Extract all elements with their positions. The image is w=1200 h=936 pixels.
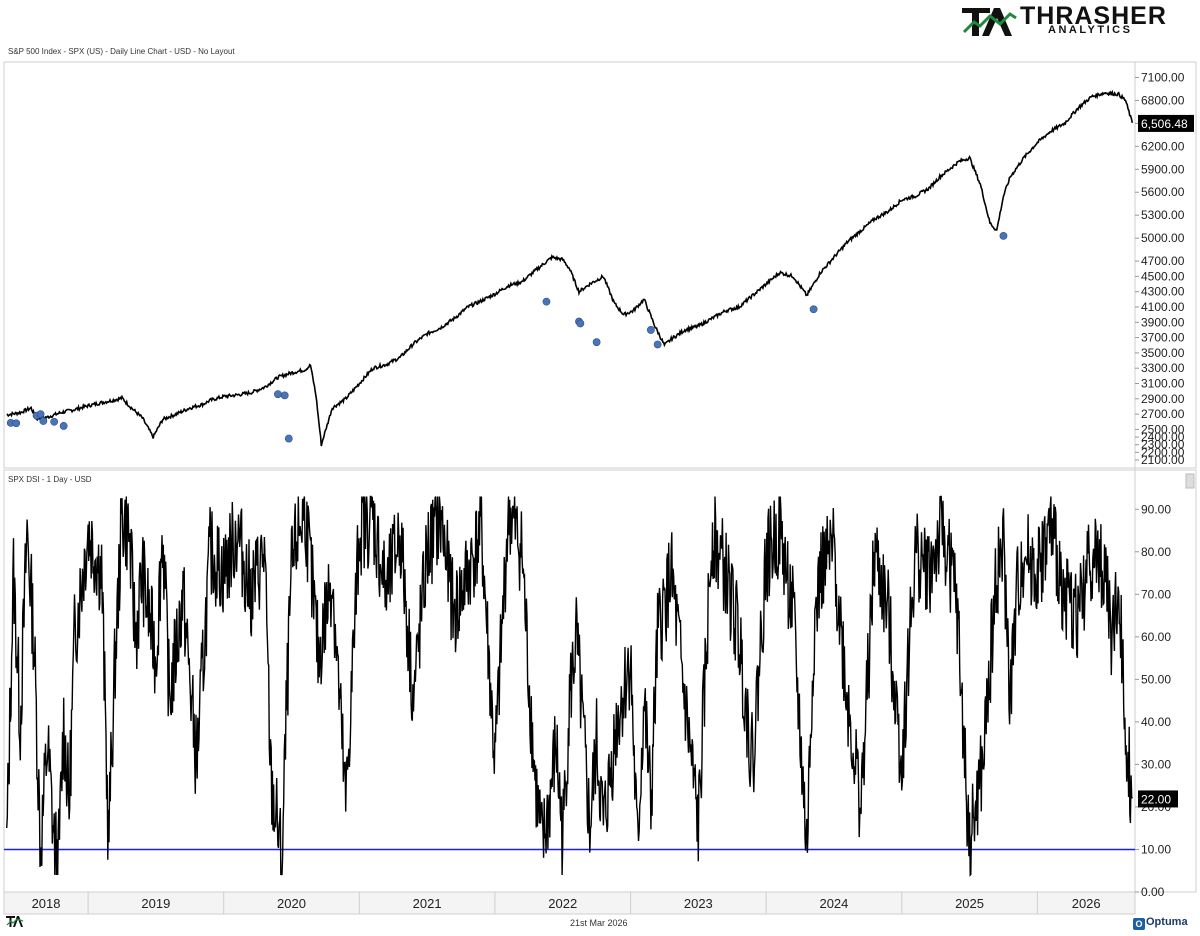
price-marker bbox=[284, 434, 293, 443]
ta-small-icon bbox=[6, 916, 24, 927]
dsi-tick-label: 80.00 bbox=[1141, 545, 1171, 559]
last-price-badge: 6,506.48 bbox=[1138, 114, 1194, 132]
price-marker bbox=[36, 410, 45, 418]
dsi-tick-label: 70.00 bbox=[1141, 587, 1171, 601]
brand-sub: ANALYTICS bbox=[1048, 24, 1133, 36]
price-tick-label: 5000.00 bbox=[1141, 231, 1185, 245]
dsi-tick-label: 0.00 bbox=[1141, 885, 1165, 899]
price-marker bbox=[576, 319, 585, 328]
optuma-brand: O Optuma bbox=[1133, 916, 1188, 930]
optuma-label: Optuma bbox=[1146, 916, 1188, 928]
dsi-series-line bbox=[6, 495, 1133, 877]
year-label: 2020 bbox=[277, 896, 306, 911]
year-label: 2026 bbox=[1072, 896, 1101, 911]
price-tick-label: 4500.00 bbox=[1141, 269, 1185, 283]
price-tick-label: 4100.00 bbox=[1141, 300, 1185, 314]
year-label: 2018 bbox=[32, 896, 61, 911]
last-dsi-badge: 22.00 bbox=[1138, 790, 1178, 808]
price-marker bbox=[59, 422, 68, 430]
price-marker bbox=[12, 419, 21, 428]
footer-date: 21st Mar 2026 bbox=[570, 918, 628, 928]
last-price-value: 6,506.48 bbox=[1141, 117, 1188, 131]
price-tick-label: 7100.00 bbox=[1141, 70, 1185, 84]
price-tick-label: 3900.00 bbox=[1141, 315, 1185, 329]
price-marker bbox=[646, 326, 655, 334]
brand-name: THRASHER bbox=[1020, 2, 1167, 30]
year-label: 2021 bbox=[413, 896, 442, 911]
year-label: 2022 bbox=[548, 896, 577, 911]
price-y-axis: 7100.006800.006500.006200.005900.005600.… bbox=[1135, 70, 1185, 467]
price-marker bbox=[592, 338, 601, 347]
x-axis-band bbox=[3, 891, 1136, 915]
price-marker bbox=[999, 231, 1008, 240]
dsi-tick-label: 40.00 bbox=[1141, 715, 1171, 729]
price-tick-label: 5300.00 bbox=[1141, 208, 1185, 222]
year-label: 2023 bbox=[684, 896, 713, 911]
price-series-line bbox=[6, 89, 1134, 447]
price-tick-label: 5600.00 bbox=[1141, 185, 1185, 199]
price-marker bbox=[39, 417, 48, 425]
price-tick-label: 2300.00 bbox=[1141, 438, 1185, 452]
price-marker bbox=[809, 305, 818, 314]
dsi-tick-label: 30.00 bbox=[1141, 757, 1171, 771]
price-tick-label: 2400.00 bbox=[1141, 430, 1185, 444]
price-tick-label: 2200.00 bbox=[1141, 445, 1185, 459]
dsi-panel-frame bbox=[3, 469, 1197, 893]
thrasher-logo: THRASHER ANALYTICS bbox=[960, 2, 1166, 40]
price-marker bbox=[653, 340, 662, 349]
price-panel-caption: S&P 500 Index - SPX (US) - Daily Line Ch… bbox=[8, 47, 235, 56]
price-marker bbox=[50, 417, 59, 426]
price-tick-label: 2900.00 bbox=[1141, 392, 1185, 406]
year-label: 2024 bbox=[819, 896, 848, 911]
price-tick-label: 2500.00 bbox=[1141, 422, 1185, 436]
price-tick-label: 2700.00 bbox=[1141, 407, 1185, 421]
price-panel-frame bbox=[3, 61, 1197, 469]
dsi-tick-label: 90.00 bbox=[1141, 502, 1171, 516]
price-tick-label: 2100.00 bbox=[1141, 453, 1185, 467]
year-label: 2025 bbox=[955, 896, 984, 911]
price-tick-label: 5900.00 bbox=[1141, 162, 1185, 176]
dsi-tick-label: 50.00 bbox=[1141, 672, 1171, 686]
ta-logo-icon bbox=[962, 8, 1017, 36]
optuma-icon: O bbox=[1133, 918, 1145, 930]
price-tick-label: 4700.00 bbox=[1141, 254, 1185, 268]
price-tick-label: 3500.00 bbox=[1141, 346, 1185, 360]
price-tick-label: 6200.00 bbox=[1141, 139, 1185, 153]
dsi-tick-label: 60.00 bbox=[1141, 630, 1171, 644]
price-marker bbox=[542, 297, 551, 306]
price-tick-label: 3300.00 bbox=[1141, 361, 1185, 375]
price-tick-label: 4300.00 bbox=[1141, 285, 1185, 299]
price-marker bbox=[274, 390, 282, 399]
price-markers bbox=[6, 231, 1008, 443]
scroll-handle-top[interactable] bbox=[1185, 473, 1195, 489]
dsi-panel-caption: SPX DSI - 1 Day - USD bbox=[8, 475, 92, 484]
last-dsi-value: 22.00 bbox=[1141, 792, 1171, 806]
year-label: 2019 bbox=[141, 896, 170, 911]
x-axis-years: 2018 2019 2020 2021 2022 2023 2024 2025 2026 bbox=[32, 892, 1101, 914]
dsi-y-axis: 90.0080.0070.0060.0050.0040.0030.0020.00… bbox=[1135, 502, 1171, 899]
price-tick-label: 3100.00 bbox=[1141, 376, 1185, 390]
price-marker bbox=[280, 391, 289, 400]
price-tick-label: 6800.00 bbox=[1141, 93, 1185, 107]
price-tick-label: 3700.00 bbox=[1141, 331, 1185, 345]
dsi-tick-label: 10.00 bbox=[1141, 842, 1171, 856]
